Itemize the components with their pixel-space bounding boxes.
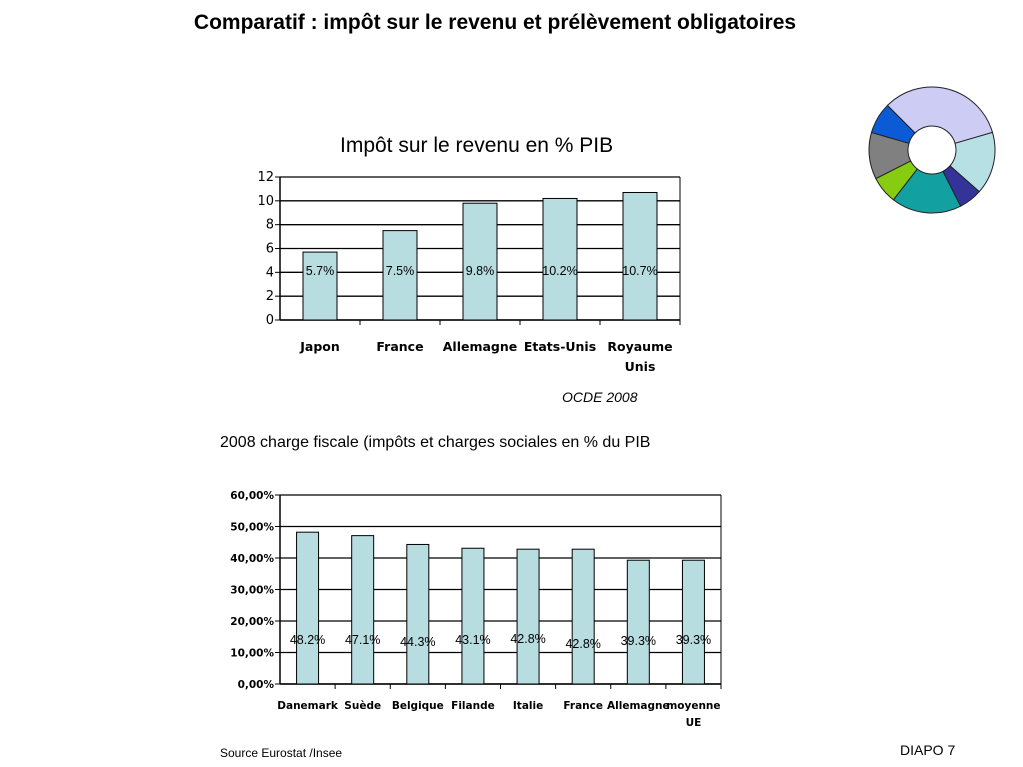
data-label: 7.5% (386, 264, 415, 278)
x-category-label: Allemagne (443, 339, 518, 354)
bar (406, 543, 430, 685)
y-tick-label: 20,00% (230, 616, 274, 628)
y-tick-label: 10,00% (230, 648, 274, 660)
data-label: 39.3% (621, 634, 656, 648)
x-category-label: Belgique (392, 700, 444, 712)
data-label: 10.7% (622, 264, 657, 278)
bar (681, 559, 705, 685)
data-label: 47.1% (345, 633, 380, 647)
chart2-tax-burden-bar-chart: 0,00% 10,00% 20,00% 30,00% 40,00% 50,00% 60,00… (230, 490, 722, 729)
x-category-label: Etats-Unis (524, 339, 596, 354)
slide-number: DIAPO 7 (900, 742, 956, 758)
x-category-label: Royaume Unis (607, 339, 672, 374)
x-category-label: France (563, 700, 603, 712)
y-tick-label: 30,00% (230, 585, 274, 597)
y-tick-label: 4 (266, 265, 274, 280)
donut-slice (870, 104, 916, 144)
chart1-source-note: OCDE 2008 (562, 389, 638, 405)
y-tick-label: 60,00% (230, 490, 274, 502)
data-label: 43.1% (455, 633, 490, 647)
bar (351, 535, 375, 685)
data-label: 44.3% (400, 635, 435, 649)
y-tick-label: 8 (266, 218, 274, 233)
bar (382, 230, 418, 321)
y-tick-label: 12 (257, 170, 274, 185)
data-label: 39.3% (676, 633, 711, 647)
data-label: 5.7% (306, 264, 335, 278)
x-category-label: Suède (344, 700, 381, 712)
y-tick-label: 50,00% (230, 522, 274, 534)
y-tick-label: 10 (257, 194, 274, 209)
bar (302, 251, 338, 321)
x-category-label: Danemark (277, 700, 339, 712)
bar (542, 197, 578, 321)
y-tick-label: 0 (266, 313, 274, 328)
y-tick-label: 6 (266, 242, 274, 257)
data-label: 48.2% (290, 633, 325, 647)
data-label: 42.8% (565, 637, 600, 651)
x-category-label: Japon (299, 339, 340, 354)
bar (571, 548, 595, 685)
x-category-label: moyenne UE (666, 700, 720, 729)
donut-slice (886, 86, 994, 144)
y-tick-label: 40,00% (230, 553, 274, 565)
bar (516, 548, 540, 685)
y-tick-label: 2 (266, 289, 274, 304)
data-label: 42.8% (510, 632, 545, 646)
slide-title: Comparatif : impôt sur le revenu et prél… (193, 11, 797, 34)
bar (462, 202, 498, 321)
bar (461, 547, 485, 685)
bar (296, 531, 320, 685)
donut-chart (868, 86, 996, 214)
chart2-title: 2008 charge fiscale (impôts et charges s… (220, 434, 651, 451)
y-tick-label: 0,00% (238, 679, 275, 691)
footer-source: Source Eurostat /Insee (220, 746, 343, 760)
bar (626, 559, 650, 685)
chart1-income-tax-bar-chart: 0 2 4 6 8 10 12 Japon 5.7% France 7.5% Allemagne 9.8… (257, 170, 681, 374)
chart1-title: Impôt sur le revenu en % PIB (340, 134, 614, 157)
x-category-label: Italie (513, 700, 543, 712)
x-category-label: Allemagne (607, 700, 670, 712)
data-label: 10.2% (542, 264, 577, 278)
x-category-label: Filande (451, 700, 495, 712)
x-category-label: France (376, 339, 423, 354)
bar (622, 191, 658, 321)
data-label: 9.8% (466, 264, 495, 278)
